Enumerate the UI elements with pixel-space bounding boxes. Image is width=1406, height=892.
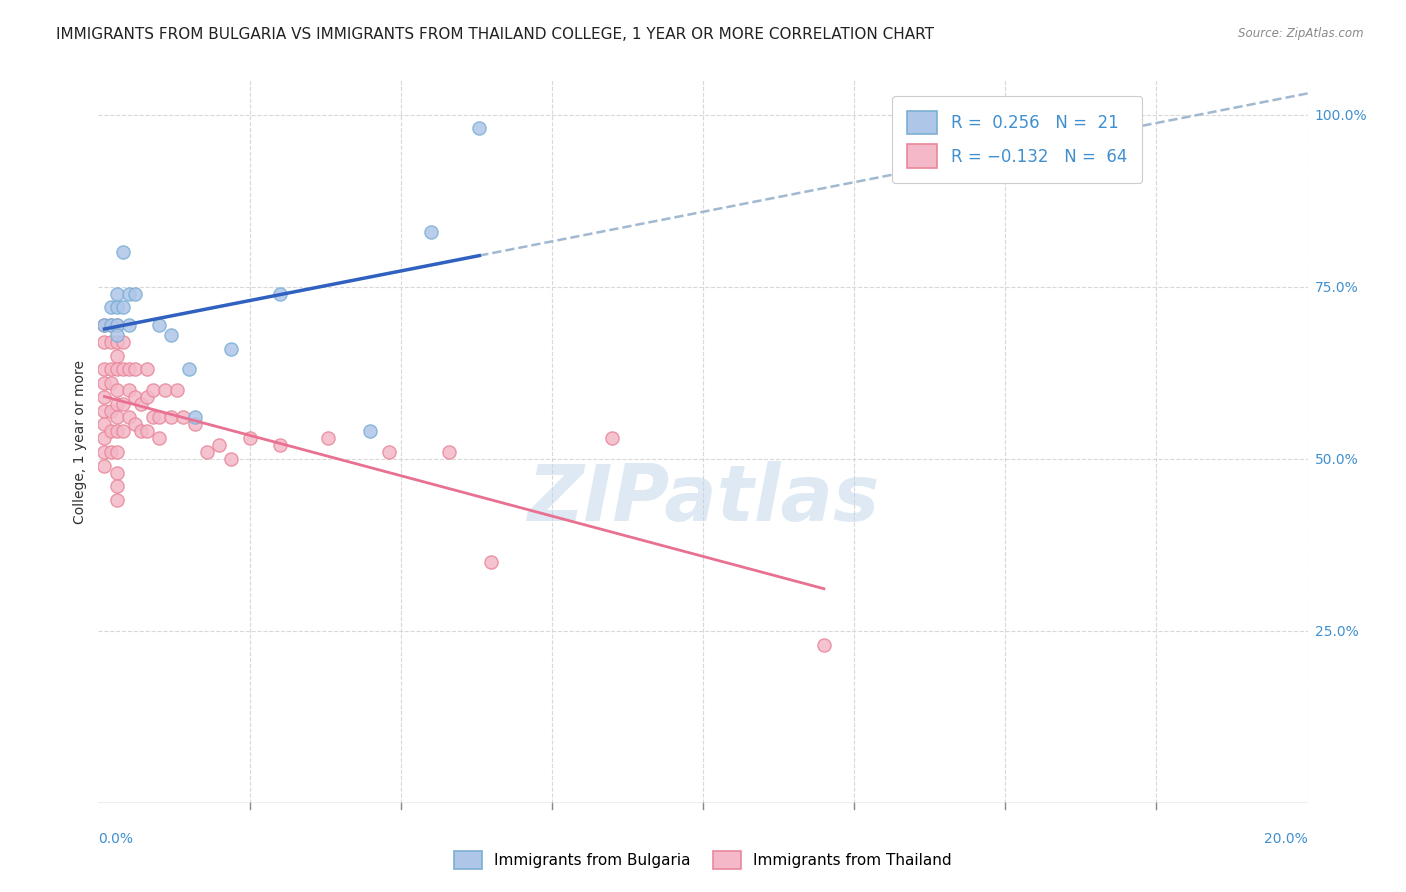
Point	[135, 362, 157, 376]
Point	[100, 362, 122, 376]
Point	[118, 362, 141, 376]
Point	[105, 286, 128, 301]
Text: 0.0%: 0.0%	[98, 831, 134, 846]
Point	[105, 466, 128, 480]
Point	[377, 445, 399, 459]
Point	[124, 390, 146, 404]
Text: IMMIGRANTS FROM BULGARIA VS IMMIGRANTS FROM THAILAND COLLEGE, 1 YEAR OR MORE COR: IMMIGRANTS FROM BULGARIA VS IMMIGRANTS F…	[56, 27, 934, 42]
Point	[124, 417, 146, 432]
Point	[208, 438, 231, 452]
Point	[124, 286, 146, 301]
Point	[105, 479, 128, 493]
Point	[100, 445, 122, 459]
Point	[148, 318, 170, 332]
Point	[105, 334, 128, 349]
Point	[184, 410, 207, 425]
Point	[105, 327, 128, 342]
Point	[111, 245, 134, 260]
Point	[111, 397, 134, 411]
Point	[142, 383, 165, 397]
Point	[100, 318, 122, 332]
Point	[105, 410, 128, 425]
Point	[118, 410, 141, 425]
Text: 20.0%: 20.0%	[1264, 831, 1308, 846]
Point	[105, 424, 128, 438]
Point	[221, 451, 243, 466]
Point	[93, 431, 115, 445]
Point	[118, 383, 141, 397]
Point	[118, 318, 141, 332]
Point	[148, 410, 170, 425]
Point	[360, 424, 382, 438]
Point	[111, 334, 134, 349]
Point	[93, 318, 115, 332]
Point	[269, 286, 291, 301]
Legend: Immigrants from Bulgaria, Immigrants from Thailand: Immigrants from Bulgaria, Immigrants fro…	[449, 845, 957, 875]
Point	[100, 424, 122, 438]
Point	[111, 362, 134, 376]
Point	[124, 362, 146, 376]
Point	[105, 445, 128, 459]
Point	[129, 424, 152, 438]
Point	[316, 431, 339, 445]
Legend: R =  0.256   N =  21, R = −0.132   N =  64: R = 0.256 N = 21, R = −0.132 N = 64	[893, 95, 1142, 183]
Point	[93, 458, 115, 473]
Point	[93, 417, 115, 432]
Point	[100, 403, 122, 417]
Point	[118, 286, 141, 301]
Point	[153, 383, 176, 397]
Point	[93, 390, 115, 404]
Point	[100, 301, 122, 315]
Point	[813, 638, 835, 652]
Point	[105, 493, 128, 508]
Point	[135, 424, 157, 438]
Point	[179, 362, 201, 376]
Text: ZIPatlas: ZIPatlas	[527, 461, 879, 537]
Point	[602, 431, 624, 445]
Point	[105, 349, 128, 363]
Point	[111, 301, 134, 315]
Point	[135, 390, 157, 404]
Point	[142, 410, 165, 425]
Point	[420, 225, 443, 239]
Point	[105, 362, 128, 376]
Point	[105, 301, 128, 315]
Y-axis label: College, 1 year or more: College, 1 year or more	[73, 359, 87, 524]
Point	[129, 397, 152, 411]
Point	[160, 410, 183, 425]
Text: Source: ZipAtlas.com: Source: ZipAtlas.com	[1239, 27, 1364, 40]
Point	[195, 445, 218, 459]
Point	[93, 376, 115, 390]
Point	[468, 121, 491, 136]
Point	[105, 318, 128, 332]
Point	[111, 424, 134, 438]
Point	[269, 438, 291, 452]
Point	[93, 445, 115, 459]
Point	[221, 342, 243, 356]
Point	[93, 334, 115, 349]
Point	[100, 376, 122, 390]
Point	[166, 383, 188, 397]
Point	[105, 318, 128, 332]
Point	[100, 334, 122, 349]
Point	[105, 397, 128, 411]
Point	[437, 445, 460, 459]
Point	[93, 318, 115, 332]
Point	[172, 410, 194, 425]
Point	[481, 555, 503, 569]
Point	[105, 383, 128, 397]
Point	[160, 327, 183, 342]
Point	[93, 362, 115, 376]
Point	[184, 417, 207, 432]
Point	[93, 403, 115, 417]
Point	[100, 318, 122, 332]
Point	[148, 431, 170, 445]
Point	[239, 431, 262, 445]
